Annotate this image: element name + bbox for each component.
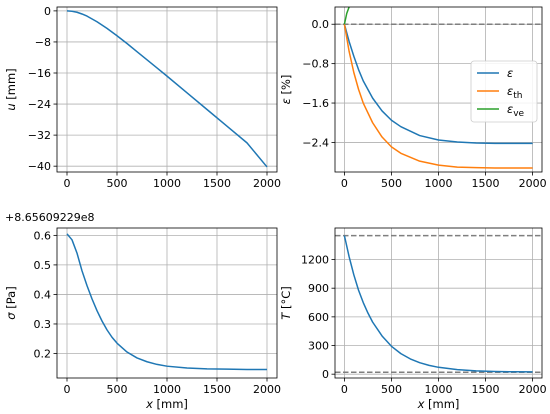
y-tick-label: −40 [28, 160, 51, 173]
legend-box [470, 60, 538, 123]
x-tick-label: 1500 [203, 383, 231, 396]
x-tick-label: 1000 [425, 177, 453, 190]
series-line-0 [66, 233, 267, 371]
subplot-sigma: 0 500 1000 1500 2000 0.2 0.3 0.4 0.5 0.6 σ [Pa] x [… [4, 211, 281, 411]
y-tick-label: −16 [28, 67, 51, 80]
y-axis-label: ε [%] [279, 75, 293, 105]
y-axis-variable: σ [4, 312, 18, 320]
legend-label-0: ε [507, 66, 513, 80]
y-axis-label: T [°C] [279, 286, 293, 319]
y-tick-label: −24 [28, 98, 51, 111]
y-axis-label: u [mm] [4, 68, 18, 110]
y-axis-label: σ [Pa] [4, 286, 18, 319]
y-tick-label: −0.8 [302, 58, 329, 71]
legend-label-2: εve [507, 102, 525, 119]
y-tick-label: 0 [44, 5, 51, 18]
x-tick-label: 1000 [425, 383, 453, 396]
y-tick-label: −32 [28, 129, 51, 142]
y-offset-label: +8.65609229e8 [5, 211, 94, 224]
y-tick-label: −8 [35, 36, 51, 49]
x-tick-label: 0 [64, 383, 71, 396]
y-tick-label: 0 [322, 368, 329, 381]
y-axis-variable: T [279, 312, 293, 320]
series-line-0 [343, 24, 533, 145]
x-tick-label: 500 [381, 383, 402, 396]
y-tick-label: 0.4 [34, 288, 52, 301]
legend-symbol: ε [507, 102, 513, 116]
x-axis-label: x [mm] [145, 397, 188, 411]
legend-symbol: ε [507, 66, 513, 80]
legend-subscript: th [513, 91, 522, 101]
x-tick-label: 1500 [203, 177, 231, 190]
y-tick-label: 1200 [301, 254, 329, 267]
series-line-0 [66, 10, 268, 168]
x-tick-label: 500 [107, 177, 128, 190]
y-axis-unit: [mm] [4, 68, 18, 103]
y-tick-label: 0.3 [34, 318, 52, 331]
series-line-0 [343, 235, 533, 373]
y-axis-unit: [%] [279, 75, 293, 99]
y-tick-label: −1.6 [302, 97, 329, 110]
x-axis-unit: [mm] [424, 397, 459, 411]
x-tick-label: 500 [381, 177, 402, 190]
x-axis-unit: [mm] [153, 397, 188, 411]
x-tick-label: 0 [341, 177, 348, 190]
x-tick-label: 0 [341, 383, 348, 396]
legend-subscript: ve [513, 109, 524, 119]
legend-label-1: εth [507, 84, 522, 101]
x-axis-variable: x [417, 397, 425, 411]
x-tick-label: 500 [107, 383, 128, 396]
x-tick-label: 2000 [253, 383, 281, 396]
x-tick-label: 1500 [472, 383, 500, 396]
y-axis-variable: u [4, 103, 18, 110]
y-tick-label: 0.2 [34, 347, 52, 360]
subplot-T: 0 500 1000 1500 2000 0 300 600 900 1200 T [°C] x [m… [279, 227, 547, 411]
y-tick-label: 0.5 [34, 259, 52, 272]
legend-symbol: ε [507, 84, 513, 98]
x-tick-label: 0 [64, 177, 71, 190]
x-tick-label: 1000 [153, 383, 181, 396]
y-axis-unit: [°C] [279, 286, 293, 312]
x-tick-label: 2000 [519, 177, 547, 190]
y-axis-variable: ε [279, 98, 293, 104]
x-tick-label: 1500 [472, 177, 500, 190]
y-tick-label: −2.4 [302, 136, 329, 149]
x-tick-label: 2000 [253, 177, 281, 190]
y-tick-label: 0.0 [312, 18, 330, 31]
y-tick-label: 600 [308, 311, 329, 324]
y-tick-label: 0.6 [34, 229, 52, 242]
x-tick-label: 1000 [153, 177, 181, 190]
x-axis-label: x [mm] [417, 397, 460, 411]
y-tick-label: 300 [308, 340, 329, 353]
series-line-1 [343, 24, 533, 169]
x-tick-label: 2000 [519, 383, 547, 396]
y-tick-label: 900 [308, 282, 329, 295]
y-axis-unit: [Pa] [4, 286, 18, 312]
x-axis-variable: x [145, 397, 153, 411]
subplot-u: 0 500 1000 1500 2000 0 −8 −16 −24 −32 −40 u [mm] [4, 5, 281, 190]
